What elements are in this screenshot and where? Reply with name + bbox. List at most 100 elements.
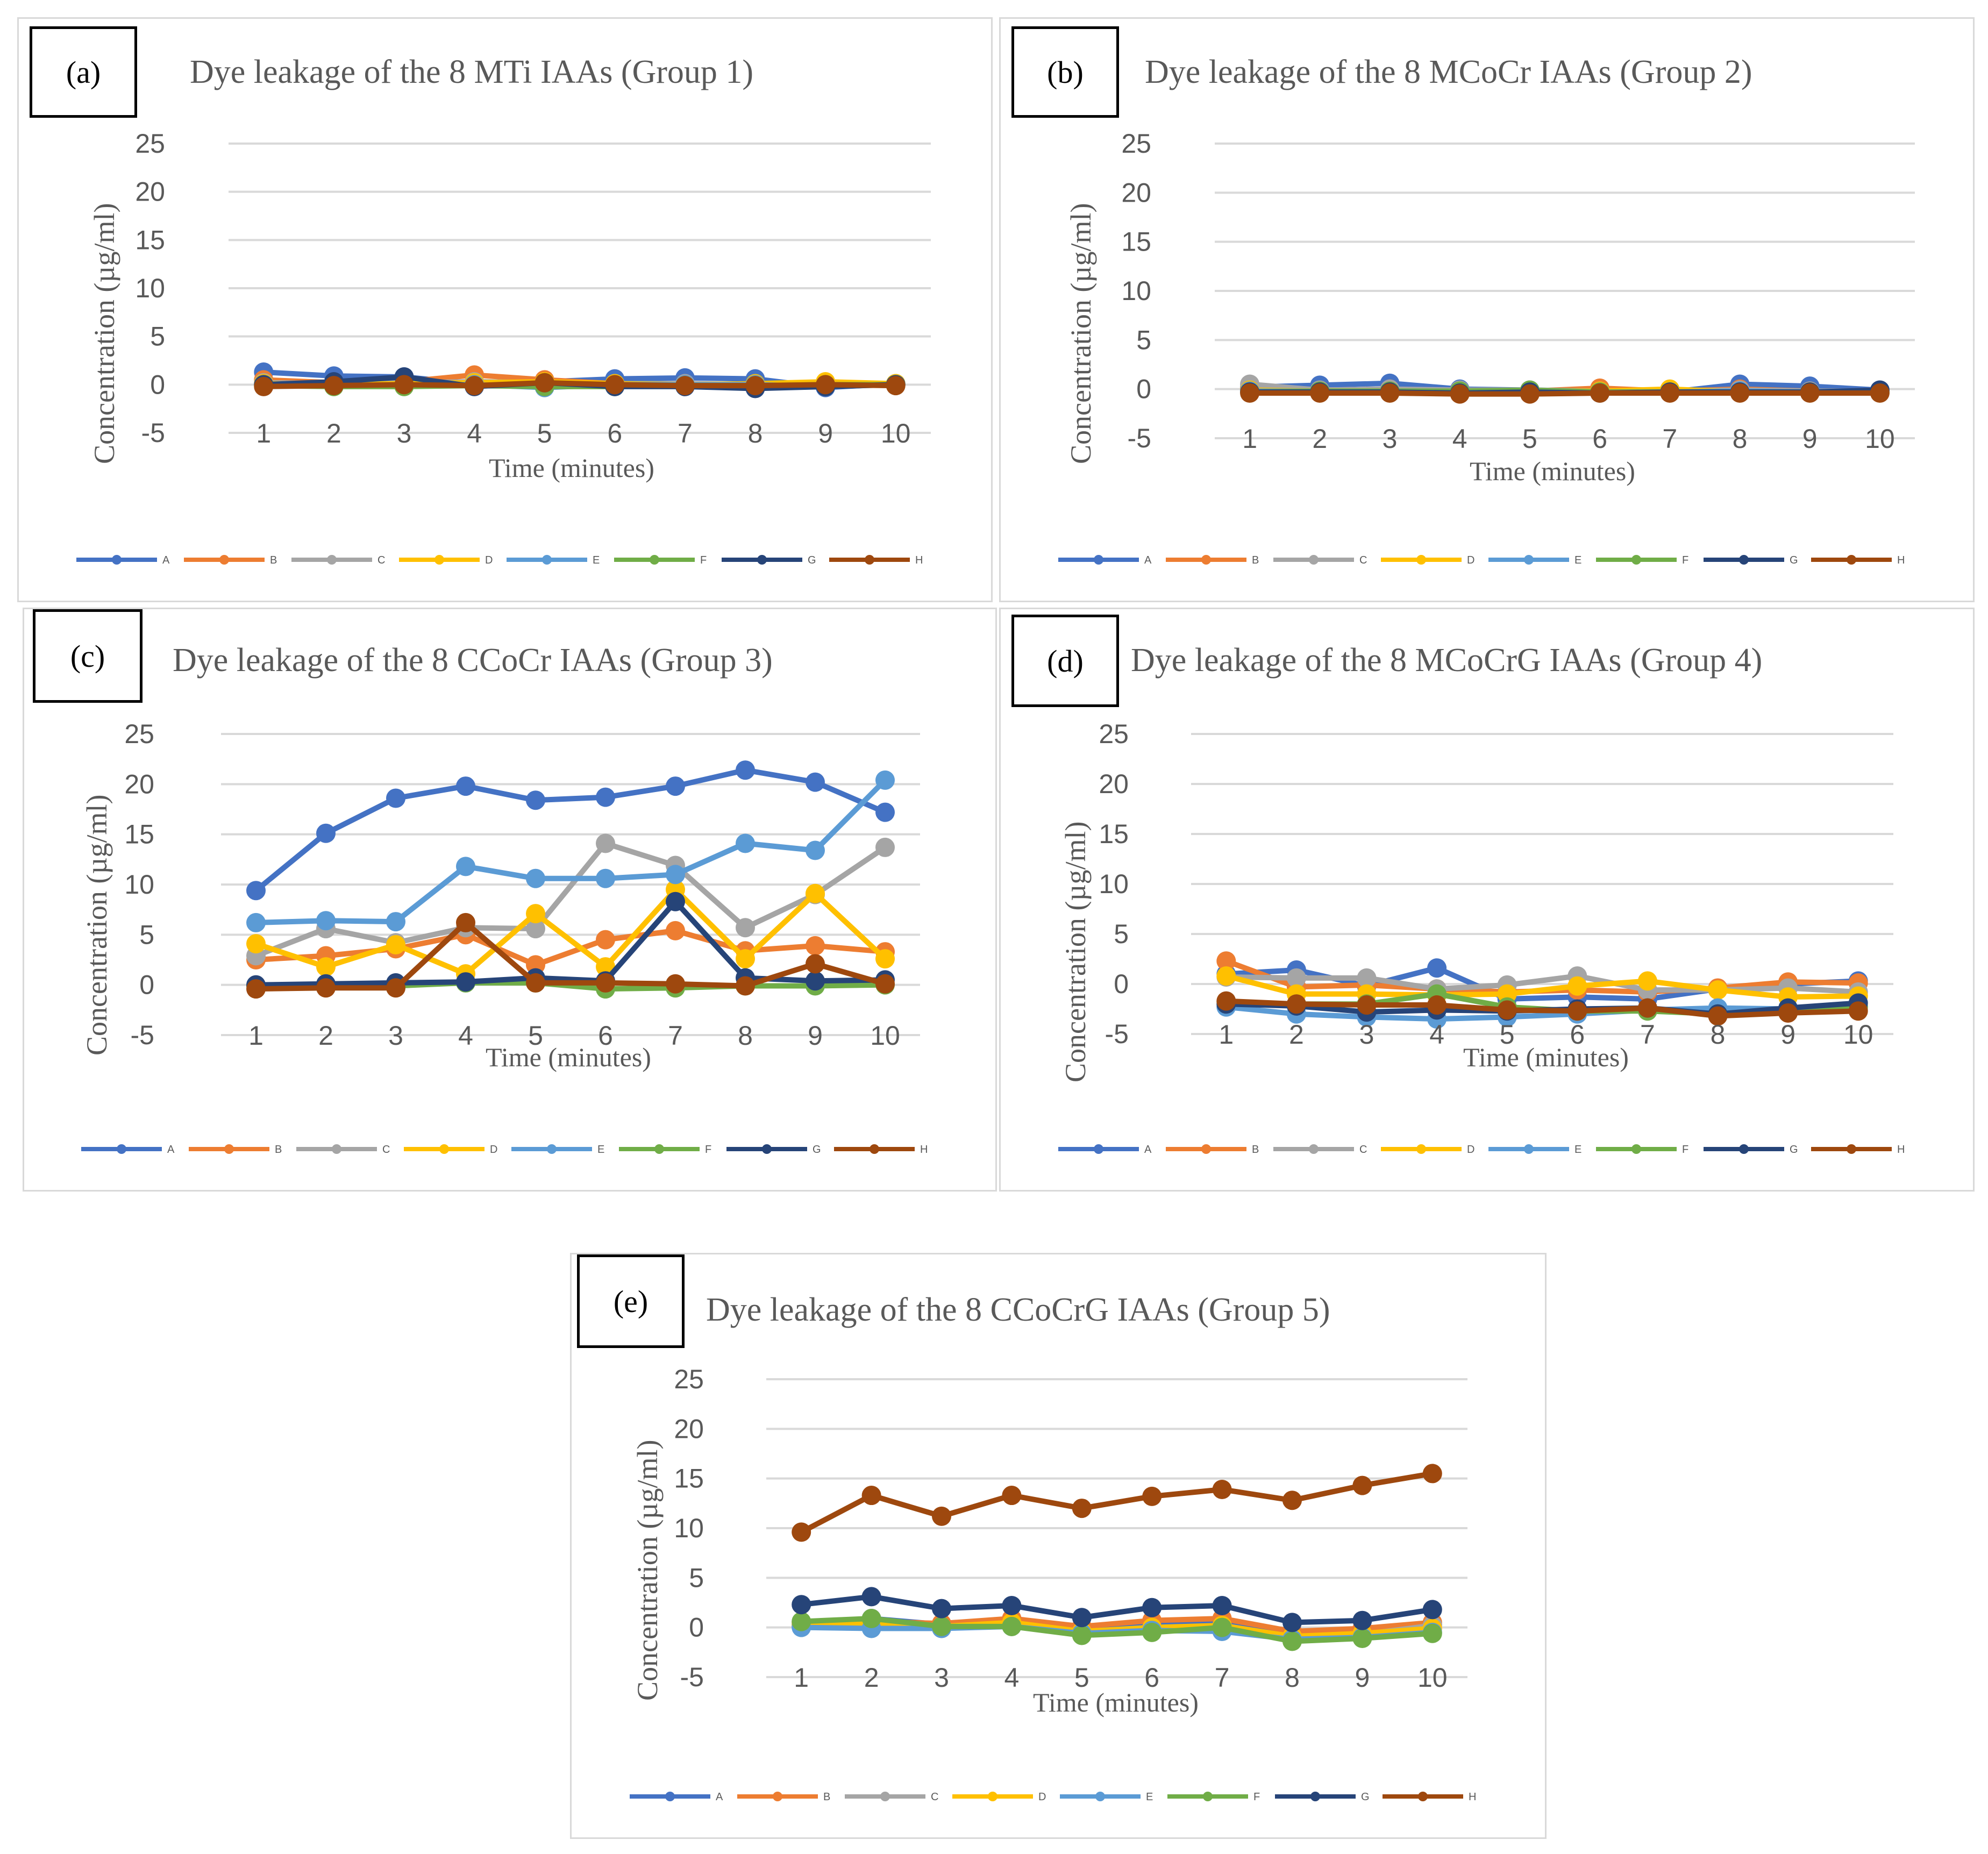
x-tick-label: 6 bbox=[1144, 1663, 1159, 1693]
x-tick-label: 4 bbox=[1452, 424, 1467, 454]
legend-label-H: H bbox=[1897, 554, 1905, 566]
data-point-B bbox=[666, 921, 685, 940]
data-point-H bbox=[456, 912, 475, 932]
data-point-D bbox=[806, 883, 825, 903]
data-point-B bbox=[1216, 951, 1236, 971]
series-line-H bbox=[799, 1471, 1435, 1535]
data-point-H bbox=[666, 974, 685, 994]
x-tick-label: 7 bbox=[1640, 1019, 1655, 1050]
legend-label-H: H bbox=[1469, 1791, 1476, 1803]
legend-label-E: E bbox=[1574, 554, 1581, 566]
legend-label-E: E bbox=[1574, 1144, 1581, 1156]
x-tick-label: 7 bbox=[668, 1021, 683, 1051]
x-tick-label: 1 bbox=[1242, 424, 1257, 454]
data-point-E bbox=[456, 857, 475, 876]
legend-marker-H bbox=[865, 555, 874, 565]
data-point-H bbox=[806, 954, 825, 974]
x-tick-label: 10 bbox=[881, 418, 911, 448]
data-point-H bbox=[1216, 991, 1236, 1011]
series-line-E bbox=[253, 777, 888, 925]
y-tick-label: 20 bbox=[1121, 177, 1151, 208]
series-line-C bbox=[1223, 973, 1861, 995]
legend-label-G: G bbox=[813, 1144, 821, 1156]
legend-marker-B bbox=[773, 1792, 782, 1801]
data-point-H bbox=[1800, 383, 1820, 403]
legend-marker-D bbox=[439, 1144, 449, 1154]
x-tick-label: 7 bbox=[678, 418, 693, 448]
legend-marker-D bbox=[434, 555, 444, 565]
y-tick-label: 25 bbox=[1121, 129, 1151, 159]
panel-c: (c) Dye leakage of the 8 CCoCr IAAs (Gro… bbox=[23, 608, 997, 1192]
data-point-H bbox=[1708, 1006, 1728, 1026]
data-point-B bbox=[596, 930, 615, 950]
legend-marker-D bbox=[1416, 555, 1426, 565]
data-point-E bbox=[596, 868, 615, 888]
data-point-H bbox=[535, 373, 554, 393]
data-point-G bbox=[806, 971, 825, 991]
x-tick-label: 3 bbox=[1359, 1019, 1374, 1050]
data-point-C bbox=[596, 833, 615, 853]
data-point-F bbox=[792, 1611, 811, 1631]
data-point-D bbox=[1637, 971, 1657, 991]
data-point-C bbox=[875, 837, 895, 857]
data-point-H bbox=[875, 974, 895, 994]
data-point-G bbox=[792, 1595, 811, 1615]
y-axis-label: Concentration (µg/ml) bbox=[81, 794, 113, 1056]
series-line-D bbox=[1223, 973, 1861, 1000]
data-point-A bbox=[736, 760, 755, 780]
data-point-A bbox=[1427, 958, 1447, 978]
x-tick-label: 9 bbox=[818, 418, 833, 448]
x-tick-label: 8 bbox=[1285, 1663, 1300, 1693]
data-point-G bbox=[861, 1587, 881, 1607]
legend-marker-D bbox=[988, 1792, 997, 1801]
legend-marker-A bbox=[117, 1144, 126, 1154]
y-tick-label: 20 bbox=[674, 1414, 704, 1444]
x-tick-label: 9 bbox=[1802, 424, 1818, 454]
y-tick-label: 5 bbox=[139, 919, 154, 950]
panel-b: (b) Dye leakage of the 8 MCoCr IAAs (Gro… bbox=[999, 17, 1975, 602]
legend-label-D: D bbox=[1467, 1144, 1474, 1156]
y-tick-label: 5 bbox=[150, 322, 165, 352]
data-point-E bbox=[806, 840, 825, 860]
data-point-F bbox=[861, 1609, 881, 1629]
data-point-F bbox=[1072, 1625, 1092, 1645]
x-axis-label: Time (minutes) bbox=[1033, 1687, 1199, 1717]
y-tick-label: -5 bbox=[131, 1020, 154, 1050]
legend-label-D: D bbox=[1038, 1791, 1046, 1803]
legend-marker-G bbox=[757, 555, 767, 565]
legend-label-H: H bbox=[915, 554, 923, 566]
legend-marker-G bbox=[762, 1144, 772, 1154]
legend-marker-F bbox=[654, 1144, 664, 1154]
x-tick-label: 1 bbox=[794, 1663, 809, 1693]
data-point-H bbox=[1450, 384, 1470, 404]
data-point-H bbox=[316, 978, 336, 998]
legend-label-E: E bbox=[597, 1144, 604, 1156]
legend-label-B: B bbox=[823, 1791, 830, 1803]
data-point-F bbox=[932, 1616, 951, 1636]
legend-marker-F bbox=[1631, 555, 1641, 565]
legend-marker-F bbox=[1631, 1144, 1641, 1154]
y-tick-label: 5 bbox=[1136, 325, 1151, 355]
y-tick-label: 20 bbox=[124, 769, 154, 799]
data-point-G bbox=[1002, 1596, 1022, 1616]
data-point-G bbox=[1212, 1596, 1232, 1616]
legend-label-F: F bbox=[1253, 1791, 1260, 1803]
legend-label-A: A bbox=[162, 554, 170, 566]
data-point-H bbox=[1520, 384, 1540, 404]
data-point-D bbox=[526, 904, 545, 924]
data-point-G bbox=[1072, 1608, 1092, 1628]
legend-marker-E bbox=[547, 1144, 557, 1154]
x-axis-label: Time (minutes) bbox=[486, 1042, 651, 1072]
legend-label-B: B bbox=[1252, 554, 1259, 566]
data-point-H bbox=[1660, 383, 1680, 403]
legend-marker-H bbox=[870, 1144, 879, 1154]
legend-label-H: H bbox=[1897, 1144, 1905, 1156]
data-point-D bbox=[736, 949, 755, 969]
data-point-D bbox=[316, 957, 336, 977]
y-tick-label: 10 bbox=[1121, 276, 1151, 306]
chart-title: Dye leakage of the 8 CCoCr IAAs (Group 3… bbox=[173, 642, 773, 679]
data-point-F bbox=[1142, 1622, 1162, 1642]
y-tick-label: 25 bbox=[124, 719, 154, 749]
legend-marker-A bbox=[1094, 1144, 1103, 1154]
legend-label-A: A bbox=[167, 1144, 175, 1156]
